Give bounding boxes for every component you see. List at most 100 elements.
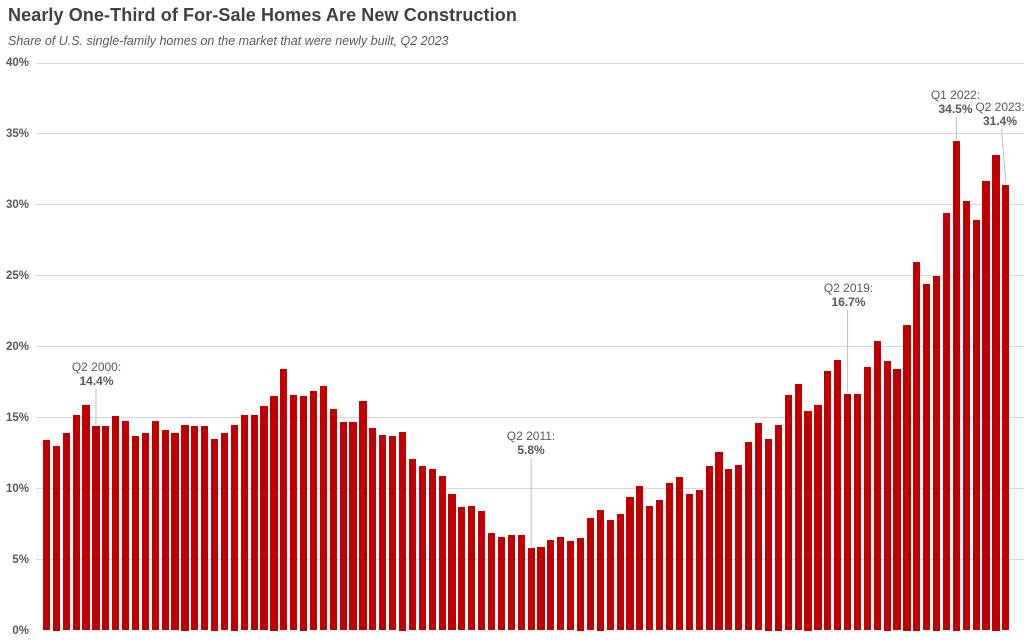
bar-q2-2008 [408, 458, 417, 631]
gridline-35 [36, 133, 1024, 135]
bar-q4-2021 [942, 213, 951, 631]
bar-q2-2017 [764, 438, 773, 631]
bar-q1-2021 [913, 261, 921, 631]
bar-q3-2017 [774, 424, 782, 631]
bar-q3-2018 [814, 404, 822, 631]
bar-q4-2006 [349, 421, 357, 631]
bar-q2-2006 [329, 409, 337, 631]
bar-q3-2011 [537, 546, 545, 631]
bar-q1-2022 [952, 141, 960, 631]
bar-q1-1999 [42, 440, 51, 631]
bar-q4-2014 [665, 482, 674, 631]
y-axis-tick-label: 10% [5, 482, 29, 495]
bar-q1-2001 [122, 420, 130, 631]
bar-q3-2008 [418, 465, 426, 631]
bar-q4-2005 [309, 390, 318, 631]
bar-q1-2019 [834, 359, 842, 631]
bar-q4-2002 [191, 426, 199, 631]
gridline-15 [36, 417, 1024, 419]
bar-q3-2001 [141, 433, 149, 631]
bar-q1-2010 [478, 511, 486, 631]
bar-q1-2008 [398, 431, 407, 631]
annotation-quarter-label: Q2 2019: [823, 281, 874, 295]
bar-q4-2013 [626, 497, 634, 631]
bar-q2-2009 [448, 494, 456, 631]
bar-q3-2003 [220, 433, 229, 631]
bar-q2-2007 [369, 427, 377, 631]
bar-q2-2014 [646, 505, 654, 631]
bar-q2-2004 [250, 414, 258, 631]
bar-q4-2004 [270, 396, 278, 631]
bar-q3-2009 [458, 507, 466, 631]
bar-q2-2020 [883, 360, 891, 631]
annotation-quarter-label: Q2 2000: [71, 360, 122, 374]
bar-q1-2020 [873, 341, 881, 631]
bar-q2-2021 [923, 284, 931, 631]
bar-q1-2002 [161, 430, 169, 631]
annotation-value-label: 16.7% [831, 295, 866, 309]
bar-q3-2010 [497, 536, 506, 631]
bar-q2-2002 [171, 433, 179, 631]
bar-q3-2014 [656, 499, 664, 631]
bar-q4-2001 [151, 420, 159, 631]
bar-q1-2023 [992, 155, 1000, 631]
bar-q1-2014 [636, 485, 644, 631]
bar-q4-2000 [112, 416, 120, 631]
bar-q4-2022 [982, 180, 990, 631]
bar-q4-1999 [72, 414, 80, 631]
bar-q3-2020 [893, 369, 901, 631]
bar-q4-2015 [705, 465, 713, 631]
bar-q3-1999 [62, 433, 70, 631]
bar-q1-2009 [438, 475, 446, 631]
annotation-quarter-label: Q2 2011: [506, 429, 556, 443]
bar-q2-2011 [527, 548, 535, 631]
bar-q2-2005 [290, 394, 298, 631]
chart-title: Nearly One-Third of For-Sale Homes Are N… [8, 5, 517, 25]
gridline-25 [36, 275, 1024, 277]
bar-q3-2007 [379, 434, 387, 631]
annotation-q2-2023: Q2 2023: 31.4% [952, 100, 1024, 128]
bar-q1-2004 [240, 414, 248, 631]
bar-q1-2007 [359, 400, 367, 631]
bar-q3-2015 [695, 490, 703, 631]
annotation-value-label: 14.4% [79, 374, 114, 388]
y-axis-tick-label: 15% [5, 411, 29, 424]
bar-q4-2010 [507, 535, 515, 631]
gridline-10 [36, 488, 1024, 490]
y-axis-tick-label: 5% [12, 553, 29, 566]
bar-q3-2016 [735, 464, 743, 631]
y-axis-tick-label: 20% [5, 340, 29, 353]
annotation-q2-2019: Q2 2019: 16.7% [801, 281, 897, 309]
bar-q3-2006 [339, 421, 347, 631]
y-axis-tick-label: 25% [5, 269, 29, 282]
bar-q4-2003 [230, 424, 238, 631]
bar-q3-2000 [102, 426, 110, 631]
bar-q3-2005 [300, 396, 308, 631]
bar-q2-2013 [606, 519, 614, 631]
chart-subtitle: Share of U.S. single-family homes on the… [8, 34, 449, 48]
bar-q4-2009 [468, 505, 476, 631]
bar-q4-2016 [745, 441, 753, 631]
annotation-quarter-label: Q1 2022: [930, 88, 981, 102]
bar-q1-2016 [715, 451, 723, 631]
bar-q2-2003 [211, 438, 219, 631]
bar-q3-2002 [181, 424, 189, 631]
bar-q2-1999 [52, 446, 60, 631]
bar-q2-2001 [131, 436, 140, 631]
annotation-value-label: 31.4% [982, 114, 1018, 128]
annotation-quarter-label: Q2 2023: [975, 100, 1024, 114]
y-axis-tick-label: 30% [5, 198, 29, 211]
bar-q2-2018 [804, 410, 812, 631]
bar-q4-2012 [586, 518, 595, 631]
bar-q1-2013 [596, 509, 604, 631]
bar-q1-2000 [82, 404, 90, 631]
bar-q3-2013 [616, 514, 624, 631]
bar-q1-2017 [754, 423, 763, 631]
bar-q2-2019 [843, 393, 852, 631]
gridline-40 [36, 62, 1024, 64]
bar-q1-2003 [201, 426, 209, 631]
bar-q3-2022 [972, 220, 980, 631]
bar-q3-2004 [260, 406, 268, 631]
annotation-q2-2000: Q2 2000: 14.4% [49, 360, 145, 388]
bar-q3-2019 [853, 393, 862, 631]
